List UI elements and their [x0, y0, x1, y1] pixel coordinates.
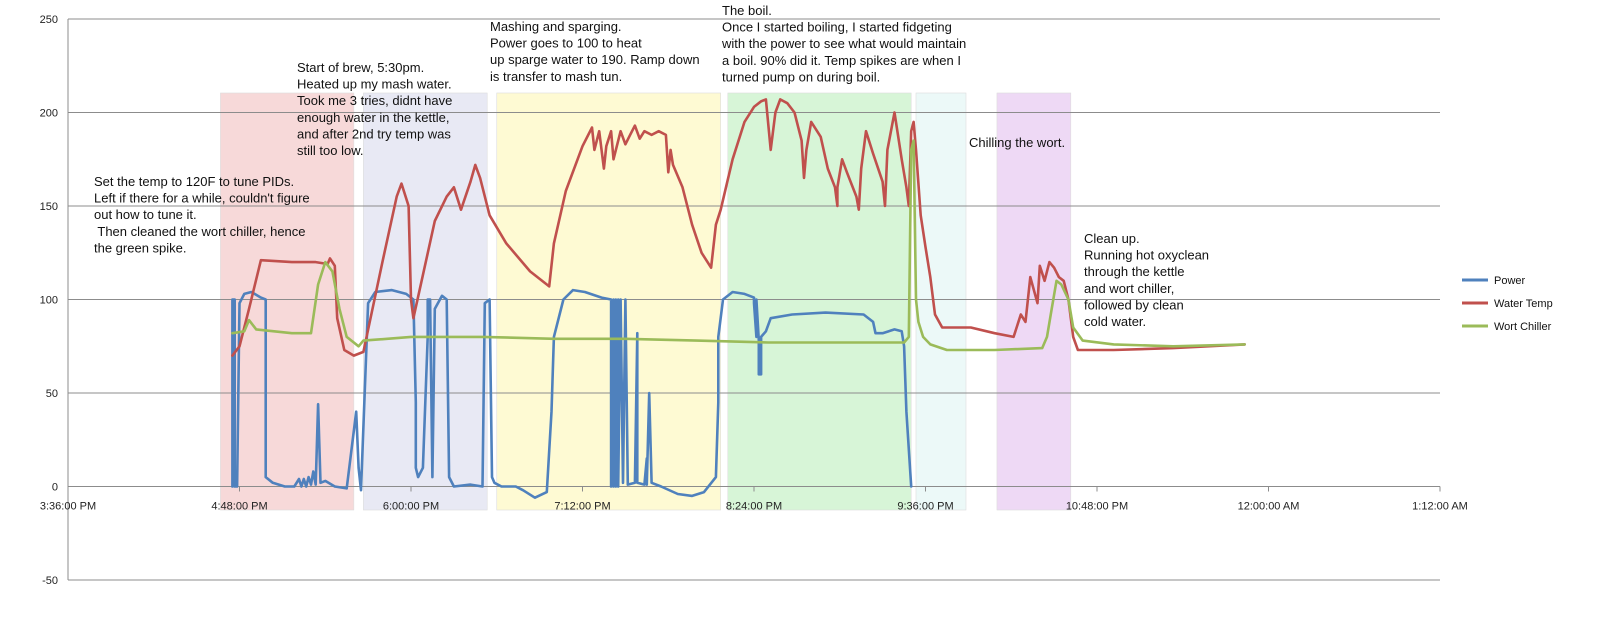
annotation-6-line-5: followed by clean [1084, 297, 1184, 312]
annotation-1-line-5: the green spike. [94, 240, 187, 255]
x-tick-label-3: 7:12:00 PM [554, 501, 610, 513]
annotation-2-line-2: Heated up my mash water. [297, 77, 452, 92]
annotation-4-line-3: with the power to see what would maintai… [721, 36, 966, 51]
annotation-6-line-1: Clean up. [1084, 231, 1140, 246]
y-tick-label-250: 250 [40, 14, 58, 26]
y-tick-label-50: 50 [46, 388, 58, 400]
annotation-3-line-2: Power goes to 100 to heat [490, 36, 642, 51]
annotation-1-line-1: Set the temp to 120F to tune PIDs. [94, 174, 294, 189]
phase-region-1 [220, 92, 355, 511]
legend-label-wort-chiller: Wort Chiller [1494, 321, 1552, 333]
annotation-6-line-6: cold water. [1084, 314, 1146, 329]
annotation-6-line-4: and wort chiller, [1084, 281, 1174, 296]
annotation-4: The boil. Once I started boiling, I start… [721, 3, 966, 84]
annotation-5: Chilling the wort. [969, 135, 1065, 150]
legend-label-power: Power [1494, 275, 1526, 287]
annotation-3-line-3: up sparge water to 190. Ramp down [490, 52, 700, 67]
y-tick-label--50: -50 [42, 575, 58, 587]
x-tick-label-2: 6:00:00 PM [383, 501, 439, 513]
annotation-1-line-3: out how to tune it. [94, 207, 197, 222]
annotation-6-line-3: through the kettle [1084, 264, 1184, 279]
x-tick-label-7: 12:00:00 AM [1238, 501, 1300, 513]
series-line-power [231, 288, 913, 499]
annotation-3-line-1: Mashing and sparging. [490, 19, 622, 34]
annotation-2: Start of brew, 5:30pm. Heated up my mash … [297, 60, 452, 158]
annotation-1-line-2: Left if there for a while, couldn't figu… [94, 191, 310, 206]
annotation-1-line-4: Then cleaned the wort chiller, hence [94, 224, 306, 239]
y-tick-label-0: 0 [52, 482, 58, 494]
x-tick-label-1: 4:48:00 PM [211, 501, 267, 513]
series-lines [231, 98, 1246, 499]
annotation-6-line-2: Running hot oxyclean [1084, 248, 1209, 263]
annotation-2-line-4: enough water in the kettle, [297, 110, 450, 125]
phase-region-3 [496, 92, 721, 511]
annotation-4-line-4: a boil. 90% did it. Temp spikes are when… [722, 53, 961, 68]
annotations: Set the temp to 120F to tune PIDs. Left i… [94, 3, 1209, 329]
annotation-6: Clean up. Running hot oxyclean through the… [1084, 231, 1209, 329]
x-tick-label-5: 9:36:00 PM [897, 501, 953, 513]
annotation-1: Set the temp to 120F to tune PIDs. Left i… [94, 174, 310, 255]
legend: Power Water Temp Wort Chiller [1462, 275, 1553, 333]
x-tick-label-0: 3:36:00 PM [40, 501, 96, 513]
annotation-3-line-4: is transfer to mash tun. [490, 69, 622, 84]
annotation-2-line-3: Took me 3 tries, didnt have [297, 93, 452, 108]
phase-region-4 [727, 92, 912, 511]
annotation-2-line-1: Start of brew, 5:30pm. [297, 60, 424, 75]
annotation-2-line-6: still too low. [297, 143, 363, 158]
y-tick-label-200: 200 [40, 108, 58, 120]
legend-label-water-temp: Water Temp [1494, 298, 1553, 310]
annotation-4-line-2: Once I started boiling, I started fidget… [722, 20, 952, 35]
x-tick-label-6: 10:48:00 PM [1066, 501, 1128, 513]
phase-region-5 [915, 92, 967, 511]
axes: -50 0 50 100 150 200 250 3:36:00 PM 4:48:00 PM 6:… [40, 14, 1468, 587]
x-tick-label-8: 1:12:00 AM [1412, 501, 1468, 513]
series-line-water-temp [231, 98, 1246, 357]
y-tick-label-100: 100 [40, 295, 58, 307]
y-tick-label-150: 150 [40, 201, 58, 213]
x-tick-label-4: 8:24:00 PM [726, 501, 782, 513]
annotation-2-line-5: and after 2nd try temp was [297, 126, 451, 141]
annotation-5-line-1: Chilling the wort. [969, 135, 1065, 150]
phase-region-6 [996, 92, 1072, 511]
phase-regions [220, 92, 1072, 511]
phase-region-2 [363, 92, 488, 511]
series-line-wort-chiller [231, 139, 1246, 352]
annotation-3: Mashing and sparging. Power goes to 100 t… [490, 19, 700, 84]
annotation-4-line-1: The boil. [722, 3, 772, 18]
annotation-4-line-5: turned pump on during boil. [722, 69, 880, 84]
